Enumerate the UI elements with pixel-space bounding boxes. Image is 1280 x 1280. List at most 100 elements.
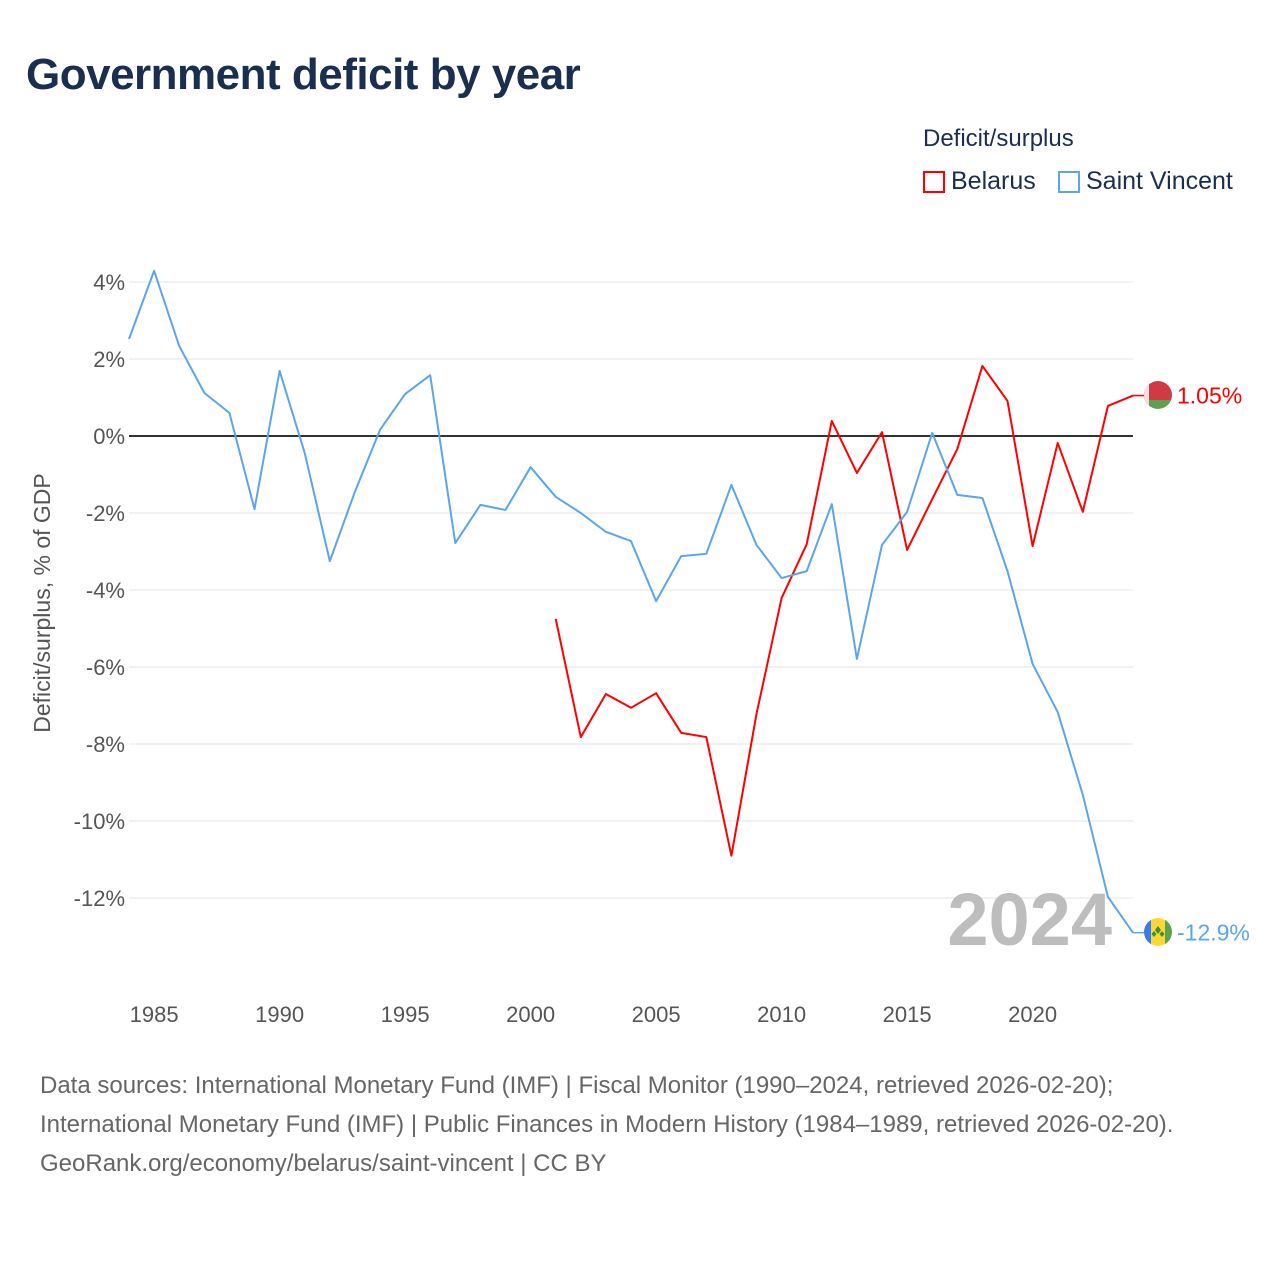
y-tick-label: -8% (86, 732, 125, 757)
x-tick-label: 1990 (255, 1002, 304, 1027)
data-point (227, 411, 231, 415)
data-point (202, 391, 206, 395)
data-point (930, 431, 934, 435)
data-point (604, 692, 608, 696)
data-point (127, 337, 131, 341)
data-point (403, 392, 407, 396)
data-point (905, 510, 909, 514)
data-point (855, 471, 859, 475)
data-point (1056, 710, 1060, 714)
data-point (729, 854, 733, 858)
y-axis-label: Deficit/surplus, % of GDP (29, 473, 55, 732)
data-point (1081, 510, 1085, 514)
data-point (905, 548, 909, 552)
footer: Data sources: International Monetary Fun… (40, 1066, 1240, 1183)
data-point (152, 269, 156, 273)
y-tick-label: -6% (86, 655, 125, 680)
data-point (855, 657, 859, 661)
legend-swatch (1058, 170, 1080, 193)
x-tick-label: 2020 (1008, 1002, 1057, 1027)
data-point (1056, 441, 1060, 445)
data-point (378, 428, 382, 432)
data-point (805, 569, 809, 573)
data-point (328, 559, 332, 563)
data-point (755, 543, 759, 547)
data-point (704, 552, 708, 556)
chart-title: Government deficit by year (26, 50, 581, 99)
series-line-saint-vincent (128, 269, 1134, 934)
data-point (654, 691, 658, 695)
data-point (278, 369, 282, 373)
data-point (704, 735, 708, 739)
y-tick-label: -10% (74, 809, 125, 834)
data-point (980, 496, 984, 500)
data-sources: Data sources: International Monetary Fun… (40, 1072, 1174, 1138)
legend-title: Deficit/surplus (923, 125, 1074, 152)
data-point (428, 373, 432, 377)
data-point (1006, 569, 1010, 573)
data-point (579, 735, 583, 739)
x-tick-label: 2015 (883, 1002, 932, 1027)
data-point (780, 596, 784, 600)
data-point (504, 508, 508, 512)
x-tick-label: 2010 (757, 1002, 806, 1027)
data-point (955, 493, 959, 497)
data-point (629, 706, 633, 710)
credit-link[interactable]: GeoRank.org/economy/belarus/saint-vincen… (40, 1150, 607, 1177)
legend-swatch (923, 170, 945, 193)
data-point (755, 712, 759, 716)
y-tick-label: 4% (93, 270, 125, 295)
x-tick-label: 1995 (381, 1002, 430, 1027)
data-point (629, 539, 633, 543)
data-point (1106, 404, 1110, 408)
y-tick-label: -12% (74, 886, 125, 911)
data-point (478, 503, 482, 507)
data-point (253, 507, 257, 511)
data-point (955, 447, 959, 451)
x-tick-label: 2000 (506, 1002, 555, 1027)
end-value-label: -12.9% (1177, 920, 1250, 946)
data-point (529, 465, 533, 469)
data-point (604, 530, 608, 534)
data-point (554, 617, 558, 621)
data-point (177, 344, 181, 348)
belarus-flag-icon (1144, 381, 1172, 409)
data-point (1081, 793, 1085, 797)
y-tick-label: 0% (93, 424, 125, 449)
data-point (1031, 544, 1035, 548)
x-tick-label: 2005 (632, 1002, 681, 1027)
data-point (303, 451, 307, 455)
data-point (830, 502, 834, 506)
data-point (930, 497, 934, 501)
saint-vincent-flag-icon (1144, 918, 1172, 946)
data-point (780, 576, 784, 580)
data-point (1006, 399, 1010, 403)
data-point (805, 542, 809, 546)
year-watermark: 2024 (947, 878, 1112, 961)
data-point (880, 543, 884, 547)
data-point (679, 554, 683, 558)
y-tick-label: -4% (86, 578, 125, 603)
legend-item-belarus[interactable]: Belarus (923, 167, 1036, 196)
data-point (353, 490, 357, 494)
data-point (1031, 662, 1035, 666)
legend-label: Belarus (951, 167, 1036, 195)
legend-item-saint-vincent[interactable]: Saint Vincent (1058, 167, 1233, 196)
y-tick-label: 2% (93, 347, 125, 372)
data-point (880, 430, 884, 434)
end-value-label: 1.05% (1177, 383, 1242, 409)
x-tick-label: 1985 (130, 1002, 179, 1027)
data-point (579, 511, 583, 515)
data-point (729, 483, 733, 487)
series-line-belarus (554, 364, 1134, 857)
legend-label: Saint Vincent (1086, 167, 1233, 195)
data-point (554, 495, 558, 499)
data-point (679, 731, 683, 735)
data-point (830, 419, 834, 423)
data-point (453, 541, 457, 545)
data-point (654, 599, 658, 603)
y-tick-label: -2% (86, 501, 125, 526)
data-point (980, 364, 984, 368)
